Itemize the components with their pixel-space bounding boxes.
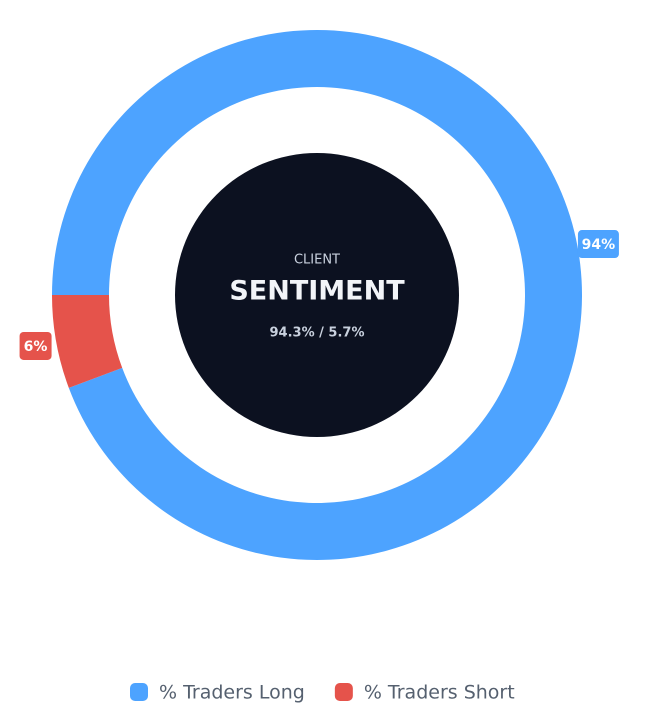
value-label: 6% — [24, 339, 48, 355]
legend-label: % Traders Long — [159, 682, 305, 704]
center-title: SENTIMENT — [229, 276, 405, 307]
donut-segment — [52, 295, 123, 388]
value-label-box — [577, 230, 619, 259]
legend-swatch — [130, 683, 148, 701]
legend-label: % Traders Short — [364, 682, 515, 704]
center-disc — [175, 153, 459, 437]
value-label-box — [19, 331, 52, 360]
center-label: CLIENT — [294, 253, 340, 268]
legend-swatch — [334, 683, 353, 701]
center-subtitle: 94.3% / 5.7% — [270, 326, 365, 341]
value-label: 94% — [582, 237, 616, 253]
